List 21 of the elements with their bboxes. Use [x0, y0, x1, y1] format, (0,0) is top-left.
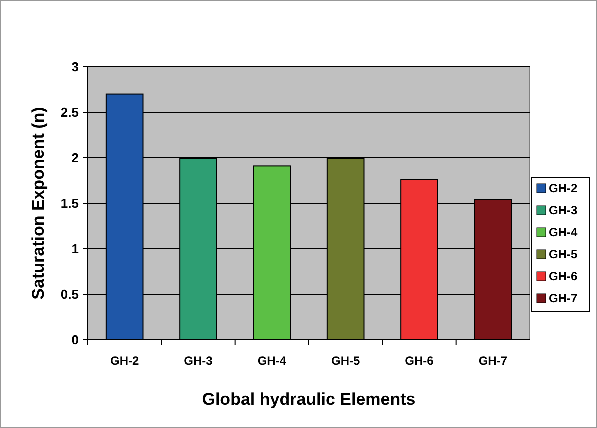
legend-label: GH-7 — [549, 292, 578, 306]
x-tick-label: GH-3 — [184, 354, 214, 368]
legend-label: GH-5 — [549, 248, 578, 262]
x-tick-label: GH-6 — [405, 354, 434, 368]
y-tick-label: 1.5 — [60, 196, 79, 212]
y-tick-label: 0.5 — [60, 287, 79, 302]
y-tick-label: 1 — [72, 242, 79, 257]
x-tick-label: GH-7 — [478, 354, 508, 368]
y-tick-label: 3 — [72, 60, 79, 75]
y-tick-label: 0 — [72, 332, 79, 348]
legend-label: GH-3 — [549, 204, 578, 218]
x-tick-label: GH-2 — [110, 354, 140, 368]
legend-label: GH-6 — [549, 270, 578, 284]
legend-label: GH-2 — [549, 182, 578, 196]
y-tick-label: 2 — [72, 150, 79, 166]
y-axis-title: Saturation Exponent (n) — [29, 107, 48, 300]
y-tick-label: 2.5 — [60, 105, 79, 120]
x-tick-label: GH-4 — [258, 354, 287, 368]
legend-label: GH-4 — [549, 226, 578, 240]
x-axis-title: Global hydraulic Elements — [202, 390, 416, 409]
x-tick-label: GH-5 — [331, 354, 360, 368]
